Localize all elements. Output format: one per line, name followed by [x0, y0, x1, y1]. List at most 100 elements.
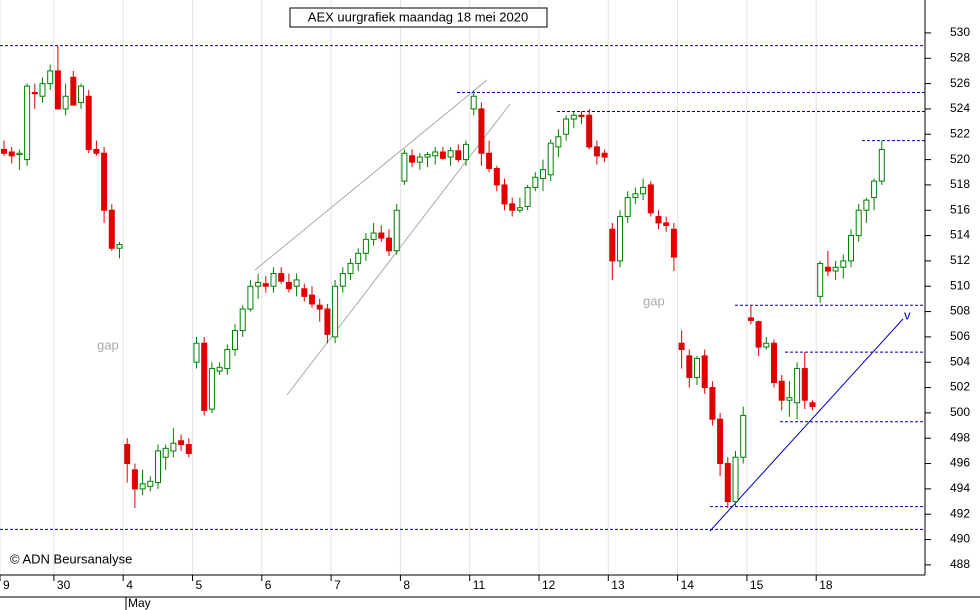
candle-body — [447, 150, 454, 158]
levels — [0, 45, 925, 530]
candle-body — [101, 152, 108, 211]
candle-body — [463, 143, 469, 161]
candle-body — [1, 148, 7, 154]
candle-body — [655, 216, 662, 224]
annotation: gap — [643, 293, 665, 308]
candle-body — [54, 70, 61, 110]
candle-body — [555, 136, 562, 148]
candle-body — [162, 447, 169, 458]
candle-body — [647, 184, 654, 214]
candle-body — [386, 237, 392, 252]
candles — [1, 45, 885, 508]
candle-body — [47, 70, 54, 85]
x-tick-label: 30 — [57, 578, 71, 592]
candle-body — [370, 232, 377, 240]
candle-body — [524, 186, 531, 207]
trend-channel-upper — [254, 79, 488, 271]
candle-body — [301, 288, 308, 297]
candle-body — [686, 355, 693, 378]
candle-body — [871, 180, 878, 199]
candle-body — [801, 368, 808, 401]
candle-body — [609, 228, 616, 262]
grid — [0, 0, 817, 575]
candle-body — [578, 114, 585, 118]
x-tick-label: 18 — [819, 578, 833, 592]
candle-body — [39, 83, 46, 97]
y-tick-label: 504 — [950, 354, 970, 368]
candle-body — [224, 349, 231, 370]
support-line — [709, 318, 904, 532]
candle-body — [70, 76, 77, 106]
candle-body — [239, 308, 246, 332]
candle-body — [262, 283, 269, 287]
x-tick-label: 7 — [334, 578, 341, 592]
y-tick-label: 516 — [950, 202, 970, 216]
candle-body — [663, 222, 670, 226]
candle-body — [155, 450, 161, 484]
y-tick-label: 530 — [950, 25, 970, 39]
candle-body — [78, 85, 84, 104]
y-tick-label: 492 — [950, 506, 970, 520]
candle-body — [432, 151, 439, 157]
candle-body — [824, 266, 831, 272]
candle-body — [355, 252, 362, 264]
candle-body — [393, 209, 400, 252]
candle-body — [278, 273, 285, 282]
candle-body — [593, 146, 600, 157]
candle-body — [470, 95, 477, 110]
y-tick-label: 528 — [950, 50, 970, 64]
candle-body — [670, 228, 677, 258]
candle-body — [439, 151, 446, 159]
candle-body — [501, 184, 508, 205]
candle-body — [878, 148, 885, 182]
candle-body — [232, 330, 238, 351]
y-tick-label: 508 — [950, 304, 970, 318]
x-tick-label: 13 — [611, 578, 625, 592]
candle-body — [563, 118, 570, 135]
candle-body — [717, 418, 724, 465]
y-tick-label: 524 — [950, 101, 970, 115]
candle-body — [632, 193, 639, 199]
candle-body — [409, 155, 416, 163]
x-tick-label: 5 — [196, 578, 203, 592]
candle-body — [185, 444, 192, 454]
candle-body — [255, 281, 262, 287]
candle-body — [516, 207, 523, 211]
copyright: © ADN Beursanalyse — [10, 551, 132, 566]
candle-body — [31, 91, 38, 95]
y-tick-label: 488 — [950, 557, 970, 571]
month-label: May — [128, 596, 151, 610]
candle-body — [24, 85, 31, 161]
candle-body — [339, 273, 346, 287]
candle-body — [108, 209, 115, 249]
candle-body — [93, 148, 100, 154]
candle-body — [640, 186, 647, 195]
candle-body — [270, 273, 277, 287]
y-tick-label: 506 — [950, 329, 970, 343]
candle-body — [309, 294, 315, 305]
candle-body — [208, 368, 215, 410]
candle-body — [378, 232, 385, 239]
candle-body — [840, 260, 847, 268]
candle-body — [570, 114, 577, 120]
y-tick-label: 512 — [950, 253, 970, 267]
candle-body — [416, 156, 423, 163]
candle-body — [324, 308, 331, 335]
candle-body — [478, 108, 485, 154]
candle-body — [193, 342, 200, 363]
candle-body — [486, 152, 493, 169]
candle-body — [147, 480, 154, 487]
candle-body — [832, 266, 839, 272]
candle-body — [493, 167, 500, 186]
candle-body — [332, 285, 339, 338]
y-tick-label: 526 — [950, 76, 970, 90]
candle-body — [293, 279, 300, 287]
candle-body — [424, 154, 431, 158]
candle-body — [794, 368, 801, 404]
candle-body — [8, 151, 15, 157]
y-tick-label: 514 — [950, 228, 970, 242]
candle-body — [755, 321, 762, 348]
candle-body — [809, 402, 816, 408]
y-tick-label: 520 — [950, 152, 970, 166]
candle-body — [178, 440, 185, 446]
